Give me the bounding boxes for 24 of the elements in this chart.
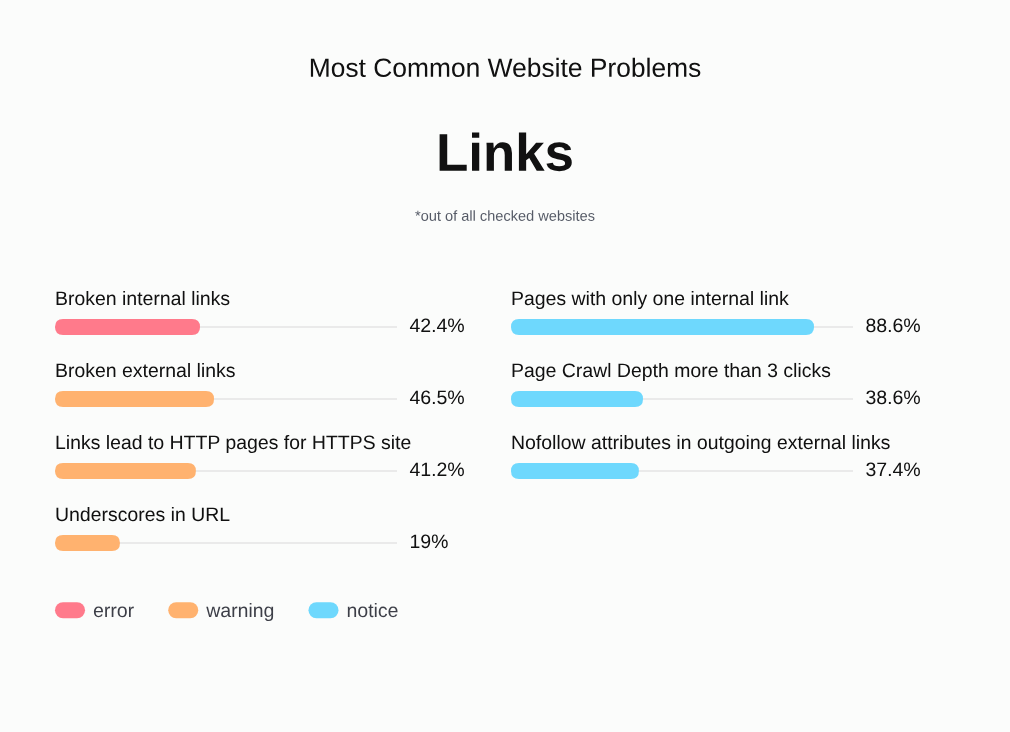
data-label: 42.4% (409, 318, 464, 333)
legend-label: notice (347, 602, 398, 618)
y-tick-label: Underscores in URL (56, 506, 230, 522)
text: *out of all checked websites (415, 210, 595, 221)
data-label: 46.5% (409, 390, 464, 405)
y-tick-label: Broken internal links (56, 290, 230, 306)
bar (55, 319, 201, 335)
legend-label: warning (206, 602, 274, 622)
y-tick-label: Links lead to HTTP pages for HTTPS site (56, 434, 411, 454)
data-label: 37.4% (866, 462, 920, 477)
data-label: 41.2% (409, 462, 464, 477)
data-label: 38.6% (866, 390, 920, 405)
y-tick-label: Page Crawl Depth more than 3 clicks (512, 362, 831, 382)
legend-label: error (93, 606, 134, 618)
text: Links (439, 132, 572, 172)
bar (55, 463, 196, 479)
data-label: 19% (410, 534, 448, 549)
bar (55, 535, 120, 551)
data-label: 88.6% (866, 318, 920, 333)
bar (55, 391, 215, 407)
y-tick-label: Broken external links (56, 362, 235, 378)
y-tick-label: Pages with only one internal link (512, 290, 789, 310)
text: Most Common Website Problems (310, 57, 701, 78)
y-tick-label: Nofollow attributes in outgoing external links (512, 434, 890, 454)
